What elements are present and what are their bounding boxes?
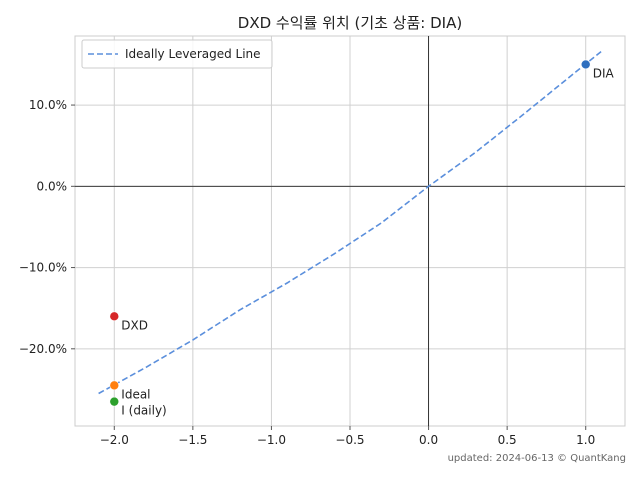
y-tick-label: −20.0% bbox=[19, 342, 67, 356]
y-tick-label: −10.0% bbox=[19, 261, 67, 275]
x-tick-label: −1.0 bbox=[257, 433, 286, 447]
x-tick-label: −0.5 bbox=[335, 433, 364, 447]
chart-title: DXD 수익률 위치 (기초 상품: DIA) bbox=[238, 14, 462, 32]
x-tick-label: 0.0 bbox=[419, 433, 438, 447]
tick-labels: −2.0 −1.5 −1.0 −0.5 0.0 0.5 1.0 10.0% 0.0% −10.0%… bbox=[19, 98, 595, 447]
legend-label: Ideally Leveraged Line bbox=[125, 47, 261, 61]
x-tick-label: 0.5 bbox=[498, 433, 517, 447]
point-label: DXD bbox=[121, 318, 148, 332]
ideal-line-layer bbox=[98, 50, 602, 395]
point-ideal bbox=[109, 380, 120, 391]
point-dxd bbox=[109, 311, 120, 322]
x-tick-label: 1.0 bbox=[576, 433, 595, 447]
point-dia bbox=[580, 59, 591, 70]
y-tick-label: 0.0% bbox=[37, 179, 68, 193]
point-label: Ideal bbox=[121, 387, 150, 401]
x-tick-label: −1.5 bbox=[178, 433, 207, 447]
axes bbox=[71, 35, 626, 430]
y-tick-label: 10.0% bbox=[29, 98, 67, 112]
grid bbox=[75, 36, 625, 426]
legend: Ideally Leveraged Line bbox=[81, 39, 273, 69]
point-label: DIA bbox=[593, 66, 615, 80]
legend-box bbox=[81, 39, 273, 69]
point-label: I (daily) bbox=[121, 404, 166, 418]
ideal-leveraged-line bbox=[98, 50, 602, 395]
points-layer: DIA DXD Ideal I (daily) bbox=[109, 59, 615, 418]
point-i-daily bbox=[109, 396, 120, 407]
footer-credit: updated: 2024-06-13 © QuantKang bbox=[447, 453, 626, 464]
x-tick-label: −2.0 bbox=[100, 433, 129, 447]
